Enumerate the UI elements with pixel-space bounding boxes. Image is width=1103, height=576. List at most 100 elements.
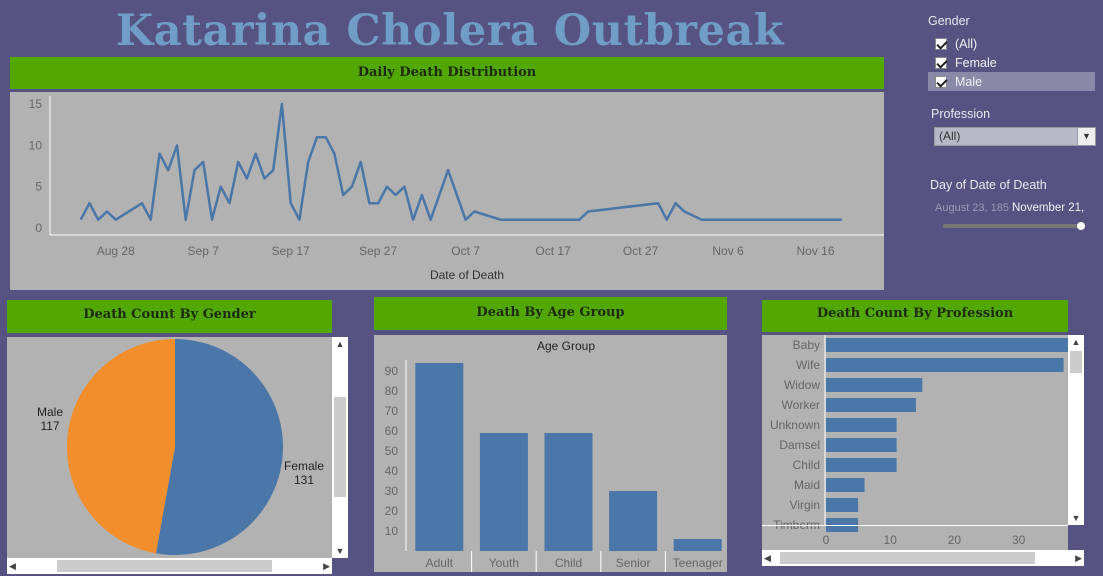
y-category-label: Baby xyxy=(793,338,820,352)
profession-filter-title: Profession xyxy=(931,107,991,121)
y-tick-label: 90 xyxy=(385,364,399,378)
scroll-right-icon[interactable]: ▶ xyxy=(1075,553,1082,563)
y-tick-label: 10 xyxy=(29,138,43,152)
x-tick-label: 30 xyxy=(1012,533,1026,547)
x-tick-label: Oct 27 xyxy=(623,244,659,258)
x-tick-label: Sep 7 xyxy=(188,244,220,258)
gender-option-male[interactable]: Male xyxy=(928,72,1095,91)
y-category-label: Damsel xyxy=(779,438,820,452)
y-category-label: Widow xyxy=(784,378,820,392)
profession-horizontal-scrollbar[interactable]: ◀ ▶ xyxy=(762,550,1084,566)
daily-x-axis-label: Date of Death xyxy=(430,268,504,282)
scroll-left-icon[interactable]: ◀ xyxy=(764,553,771,563)
y-tick-label: 5 xyxy=(35,180,42,194)
profession-chart-panel[interactable]: Baby Wife Widow Worker Unknown Damsel Child Mai… xyxy=(762,335,1096,550)
profession-bar-chart[interactable]: Baby Wife Widow Worker Unknown Damsel Child Mai… xyxy=(762,335,1096,550)
pie-slice-female[interactable] xyxy=(155,339,284,555)
x-tick-label: Oct 7 xyxy=(451,244,480,258)
age-group-bar-chart[interactable]: Age Group 10 20 30 40 50 60 70 80 90 Adult Youth C… xyxy=(374,335,727,572)
x-category-label: Youth xyxy=(489,556,519,570)
scrollbar-thumb[interactable] xyxy=(1070,351,1082,373)
bar-maid[interactable] xyxy=(826,478,865,492)
scrollbar-thumb[interactable] xyxy=(57,560,272,572)
date-filter-title: Day of Date of Death xyxy=(930,178,1047,192)
bar-widow[interactable] xyxy=(826,378,923,392)
age-chart-panel[interactable]: Age Group 10 20 30 40 50 60 70 80 90 Adult Youth C… xyxy=(374,335,727,572)
y-tick-label: 80 xyxy=(385,384,399,398)
bar-adult[interactable] xyxy=(415,363,464,551)
gender-chart-header: Death Count By Gender xyxy=(7,300,332,333)
gender-chart-panel[interactable]: Male 117 Female 131 xyxy=(7,337,332,558)
checkbox-checked-icon[interactable] xyxy=(935,37,947,50)
pie-label-female: Female 131 xyxy=(284,459,325,487)
date-range-slider-handle[interactable] xyxy=(1077,222,1085,230)
y-category-label: Virgin xyxy=(790,498,820,512)
gender-vertical-scrollbar[interactable]: ▲ ▼ xyxy=(332,337,348,558)
pie-slice-male[interactable] xyxy=(67,339,175,554)
x-tick-label: Aug 28 xyxy=(97,244,135,258)
date-range-slider-track[interactable] xyxy=(943,224,1083,228)
y-tick-label: 15 xyxy=(29,97,43,111)
scrollbar-thumb[interactable] xyxy=(334,397,346,497)
y-tick-label: 60 xyxy=(385,424,399,438)
daily-death-line-chart[interactable]: 0 5 10 15 Aug 28 Sep 7 Sep 17 Sep 27 Oct 7 Oct 1… xyxy=(10,92,884,290)
gender-pie-chart[interactable] xyxy=(7,337,332,558)
y-tick-label: 40 xyxy=(385,464,399,478)
bar-unknown[interactable] xyxy=(826,418,897,432)
x-category-label: Senior xyxy=(616,556,651,570)
y-category-label: Worker xyxy=(782,398,820,412)
x-tick-label: 0 xyxy=(823,533,830,547)
y-tick-label: 30 xyxy=(385,484,399,498)
bar-wife[interactable] xyxy=(826,358,1064,372)
bar-worker[interactable] xyxy=(826,398,916,412)
dashboard-title: Katarina Cholera Outbreak xyxy=(115,6,785,56)
daily-death-series-line[interactable] xyxy=(79,102,842,221)
pie-label-male: Male 117 xyxy=(37,405,64,433)
y-tick-label: 70 xyxy=(385,404,399,418)
y-tick-label: 10 xyxy=(385,524,399,538)
profession-dropdown[interactable]: (All) ▼ xyxy=(934,127,1096,146)
x-tick-label: Oct 17 xyxy=(535,244,571,258)
scroll-up-icon[interactable]: ▲ xyxy=(1071,337,1081,347)
bar-child[interactable] xyxy=(826,458,897,472)
scroll-left-icon[interactable]: ◀ xyxy=(9,561,16,571)
profession-vertical-scrollbar[interactable]: ▲ ▼ xyxy=(1068,335,1084,525)
x-category-label: Child xyxy=(555,556,582,570)
scroll-right-icon[interactable]: ▶ xyxy=(323,561,330,571)
y-category-label: Maid xyxy=(794,478,820,492)
x-tick-label: Sep 27 xyxy=(359,244,397,258)
y-tick-label: 50 xyxy=(385,444,399,458)
gender-horizontal-scrollbar[interactable]: ◀ ▶ xyxy=(7,558,332,574)
scroll-up-icon[interactable]: ▲ xyxy=(335,339,345,349)
bar-teenager[interactable] xyxy=(673,539,722,551)
bar-baby[interactable] xyxy=(826,338,1096,352)
y-category-label: Wife xyxy=(796,358,820,372)
bar-virgin[interactable] xyxy=(826,498,859,512)
checkbox-checked-icon[interactable] xyxy=(935,75,947,88)
date-range-start: August 23, 185 xyxy=(935,202,1010,214)
y-category-label: Child xyxy=(793,458,820,472)
bar-child[interactable] xyxy=(544,433,593,551)
x-tick-label: Nov 6 xyxy=(712,244,744,258)
bar-damsel[interactable] xyxy=(826,438,897,452)
x-tick-label: Nov 16 xyxy=(797,244,835,258)
scroll-down-icon[interactable]: ▼ xyxy=(335,546,345,556)
chevron-down-icon[interactable]: ▼ xyxy=(1077,128,1095,145)
scroll-down-icon[interactable]: ▼ xyxy=(1071,513,1081,523)
profession-chart-header: Death Count By Profession xyxy=(762,300,1068,332)
daily-chart-panel[interactable]: 0 5 10 15 Aug 28 Sep 7 Sep 17 Sep 27 Oct 7 Oct 1… xyxy=(10,92,884,290)
gender-option-all[interactable]: (All) xyxy=(928,34,1095,53)
gender-filter-list: (All) Female Male xyxy=(928,34,1095,91)
gender-option-female[interactable]: Female xyxy=(928,53,1095,72)
y-tick-label: 0 xyxy=(35,221,42,235)
scrollbar-thumb[interactable] xyxy=(780,552,1035,564)
x-category-label: Adult xyxy=(426,556,454,570)
age-chart-header: Death By Age Group xyxy=(374,297,727,330)
bar-senior[interactable] xyxy=(609,491,658,551)
checkbox-checked-icon[interactable] xyxy=(935,56,947,69)
x-tick-label: 10 xyxy=(884,533,898,547)
x-category-label: Teenager xyxy=(673,556,723,570)
x-tick-label: 20 xyxy=(948,533,962,547)
bar-youth[interactable] xyxy=(479,433,528,551)
daily-chart-header: Daily Death Distribution xyxy=(10,57,884,89)
